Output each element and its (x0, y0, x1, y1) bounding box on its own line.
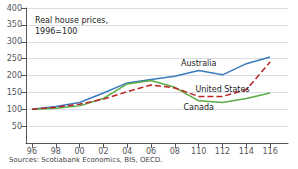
svg-text:00: 00 (74, 147, 84, 156)
svg-text:Australia: Australia (181, 59, 216, 68)
svg-text:100: 100 (7, 105, 22, 114)
svg-text:400: 400 (7, 4, 22, 13)
svg-text:250: 250 (7, 54, 22, 63)
svg-text:Real house prices,: Real house prices, (35, 16, 108, 25)
svg-text:200: 200 (7, 71, 22, 80)
svg-text:1996=100: 1996=100 (35, 27, 77, 36)
svg-text:Sources: Scotiabank Economics,: Sources: Scotiabank Economics, BIS, OECD… (9, 156, 162, 164)
svg-text:150: 150 (7, 88, 22, 97)
svg-text:United States: United States (195, 85, 249, 94)
svg-text:06: 06 (146, 147, 156, 156)
svg-text:04: 04 (122, 147, 132, 156)
svg-text:08: 08 (170, 147, 180, 156)
svg-text:50: 50 (12, 122, 22, 131)
svg-text:110: 110 (191, 147, 206, 156)
svg-text:300: 300 (7, 37, 22, 46)
svg-text:350: 350 (7, 20, 22, 29)
svg-text:96: 96 (27, 147, 37, 156)
svg-text:Canada: Canada (183, 103, 214, 112)
svg-text:02: 02 (98, 147, 108, 156)
svg-text:98: 98 (51, 147, 61, 156)
svg-text:112: 112 (215, 147, 230, 156)
svg-text:116: 116 (262, 147, 277, 156)
svg-text:114: 114 (239, 147, 254, 156)
